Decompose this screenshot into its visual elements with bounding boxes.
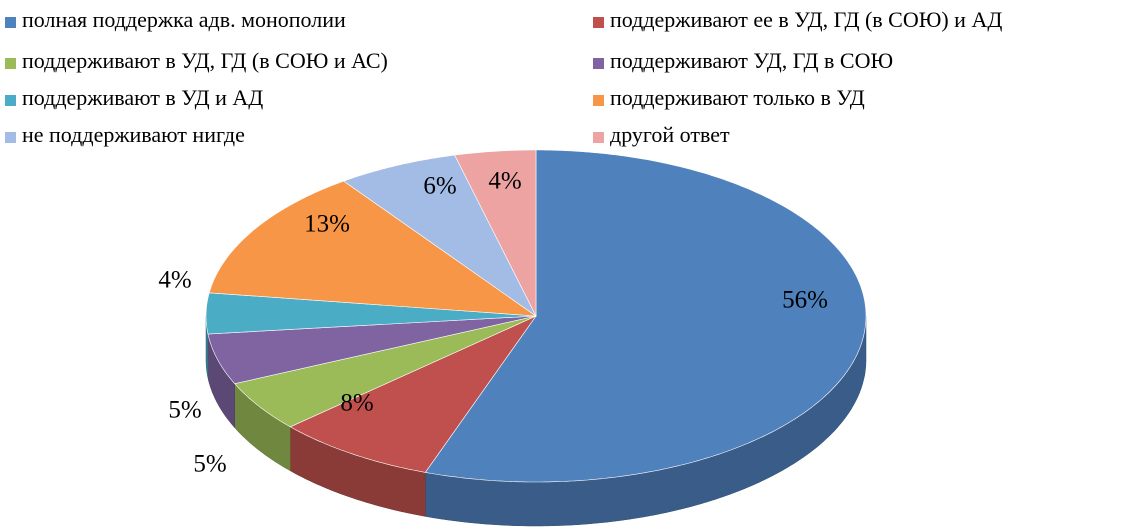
data-label: 4% <box>488 168 521 195</box>
legend-label: другой ответ <box>610 122 730 147</box>
data-label: 8% <box>340 390 373 417</box>
data-label: 13% <box>304 211 350 238</box>
slice <box>208 180 538 317</box>
slice-tops <box>205 149 867 483</box>
data-label: 56% <box>782 287 828 314</box>
legend-swatch <box>593 95 604 106</box>
slice <box>207 315 537 385</box>
legend-label: поддерживают УД, ГД в СОЮ <box>610 48 893 73</box>
legend-swatch <box>593 17 604 28</box>
data-label: 5% <box>193 451 226 478</box>
legend-label: поддерживают в УД, ГД (в СОЮ и АС) <box>22 48 388 73</box>
legend-swatch <box>5 17 16 28</box>
slice <box>234 315 537 428</box>
data-label: 4% <box>158 267 191 294</box>
legend-label: не поддерживают нигде <box>22 122 245 147</box>
legend-label: полная поддержка адв. монополии <box>22 7 346 32</box>
legend-swatch <box>5 132 16 143</box>
data-label: 5% <box>168 397 201 424</box>
slice <box>343 154 537 317</box>
slice <box>205 292 537 335</box>
slice-sides <box>205 316 867 527</box>
slice <box>289 315 537 473</box>
legend-label: поддерживают только в УД <box>610 85 865 110</box>
legend-swatch <box>5 58 16 69</box>
legend-swatch <box>593 58 604 69</box>
legend-swatch <box>5 95 16 106</box>
legend-label: поддерживают в УД и АД <box>22 85 263 110</box>
data-label: 6% <box>423 173 456 200</box>
legend-label: поддерживают ее в УД, ГД (в СОЮ) и АД <box>610 7 1002 32</box>
legend-swatch <box>593 132 604 143</box>
slice <box>454 149 537 317</box>
slice <box>424 149 867 483</box>
